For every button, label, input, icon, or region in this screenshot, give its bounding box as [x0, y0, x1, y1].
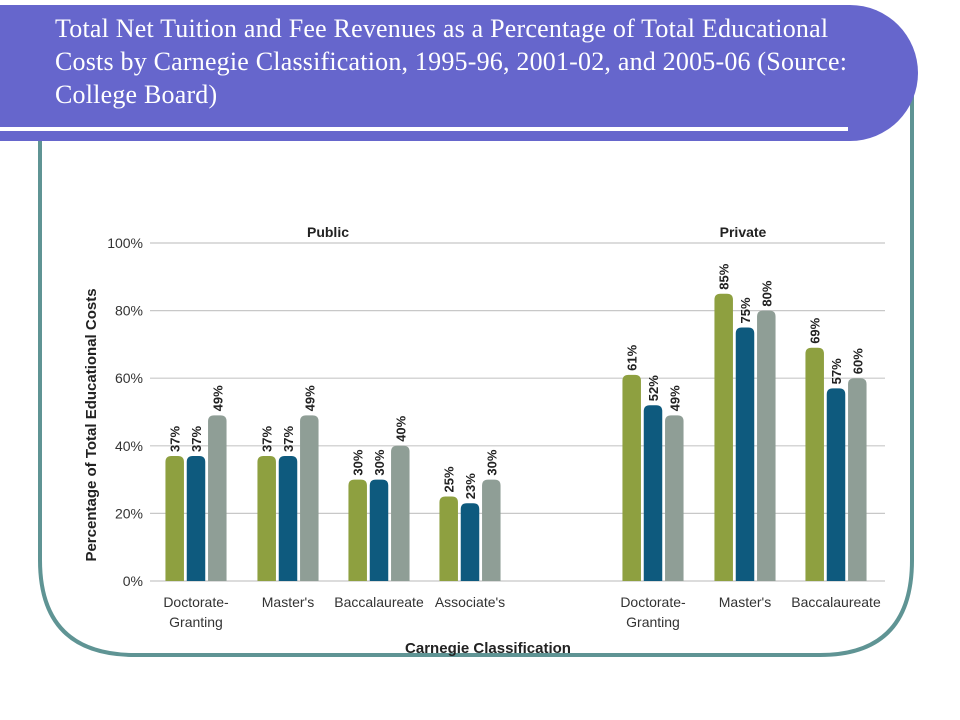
x-axis-title: Carnegie Classification — [405, 640, 571, 657]
bar-value-label: 30% — [372, 449, 387, 475]
title-underline — [0, 127, 848, 131]
y-axis-title: Percentage of Total Educational Costs — [83, 288, 100, 561]
y-tick-label: 20% — [115, 505, 143, 521]
bar — [848, 378, 867, 581]
title-banner — [0, 5, 918, 141]
bar — [735, 327, 755, 581]
bar — [665, 415, 684, 581]
bar-value-label: 80% — [759, 280, 774, 306]
bar-value-label: 49% — [667, 385, 682, 411]
x-tick-label: Baccalaureate — [334, 594, 424, 610]
x-tick-label: Doctorate- — [163, 594, 229, 610]
bar — [622, 374, 641, 581]
bar — [460, 503, 480, 581]
x-tick-label: Associate's — [435, 594, 505, 610]
y-tick-label: 0% — [123, 573, 143, 589]
bar — [165, 455, 184, 581]
y-tick-label: 80% — [115, 303, 143, 319]
slide-title: Total Net Tuition and Fee Revenues as a … — [55, 14, 848, 109]
x-tick-label: Granting — [626, 614, 680, 630]
bar-value-label: 37% — [189, 425, 204, 451]
bar-value-label: 23% — [463, 473, 478, 499]
bar-value-label: 40% — [393, 415, 408, 441]
x-tick-label: Master's — [719, 594, 771, 610]
bar — [757, 310, 776, 581]
bar — [208, 415, 227, 581]
bar-value-label: 60% — [850, 348, 865, 374]
bar-value-label: 49% — [210, 385, 225, 411]
x-tick-label: Doctorate- — [620, 594, 686, 610]
bar-value-label: 61% — [625, 344, 640, 370]
y-tick-label: 40% — [115, 438, 143, 454]
bar — [805, 347, 824, 581]
bar-value-label: 37% — [281, 425, 296, 451]
bar — [186, 455, 206, 581]
bar — [278, 455, 298, 581]
bar-value-label: 85% — [717, 263, 732, 289]
bar — [369, 479, 389, 581]
y-tick-label: 100% — [107, 235, 143, 251]
bar-value-label: 69% — [808, 317, 823, 343]
bar-value-label: 25% — [442, 466, 457, 492]
y-tick-label: 60% — [115, 370, 143, 386]
bar — [643, 405, 663, 581]
bar-value-label: 75% — [738, 297, 753, 323]
x-tick-label: Baccalaureate — [791, 594, 881, 610]
bar-value-label: 30% — [484, 449, 499, 475]
bar — [257, 455, 276, 581]
bar-value-label: 30% — [351, 449, 366, 475]
bar-value-label: 49% — [302, 385, 317, 411]
group-label-public: Public — [307, 224, 349, 240]
x-tick-label: Master's — [262, 594, 314, 610]
bar-value-label: 57% — [829, 358, 844, 384]
bar — [391, 445, 410, 581]
content-frame-border — [38, 60, 914, 657]
bar — [826, 388, 846, 581]
bar — [714, 293, 733, 581]
bar — [300, 415, 319, 581]
bar-value-label: 37% — [260, 425, 275, 451]
group-label-private: Private — [720, 224, 767, 240]
bar — [348, 479, 367, 581]
bar-value-label: 37% — [168, 425, 183, 451]
bar-value-label: 52% — [646, 375, 661, 401]
x-tick-label: Granting — [169, 614, 223, 630]
bar — [482, 479, 501, 581]
bar — [439, 496, 458, 581]
